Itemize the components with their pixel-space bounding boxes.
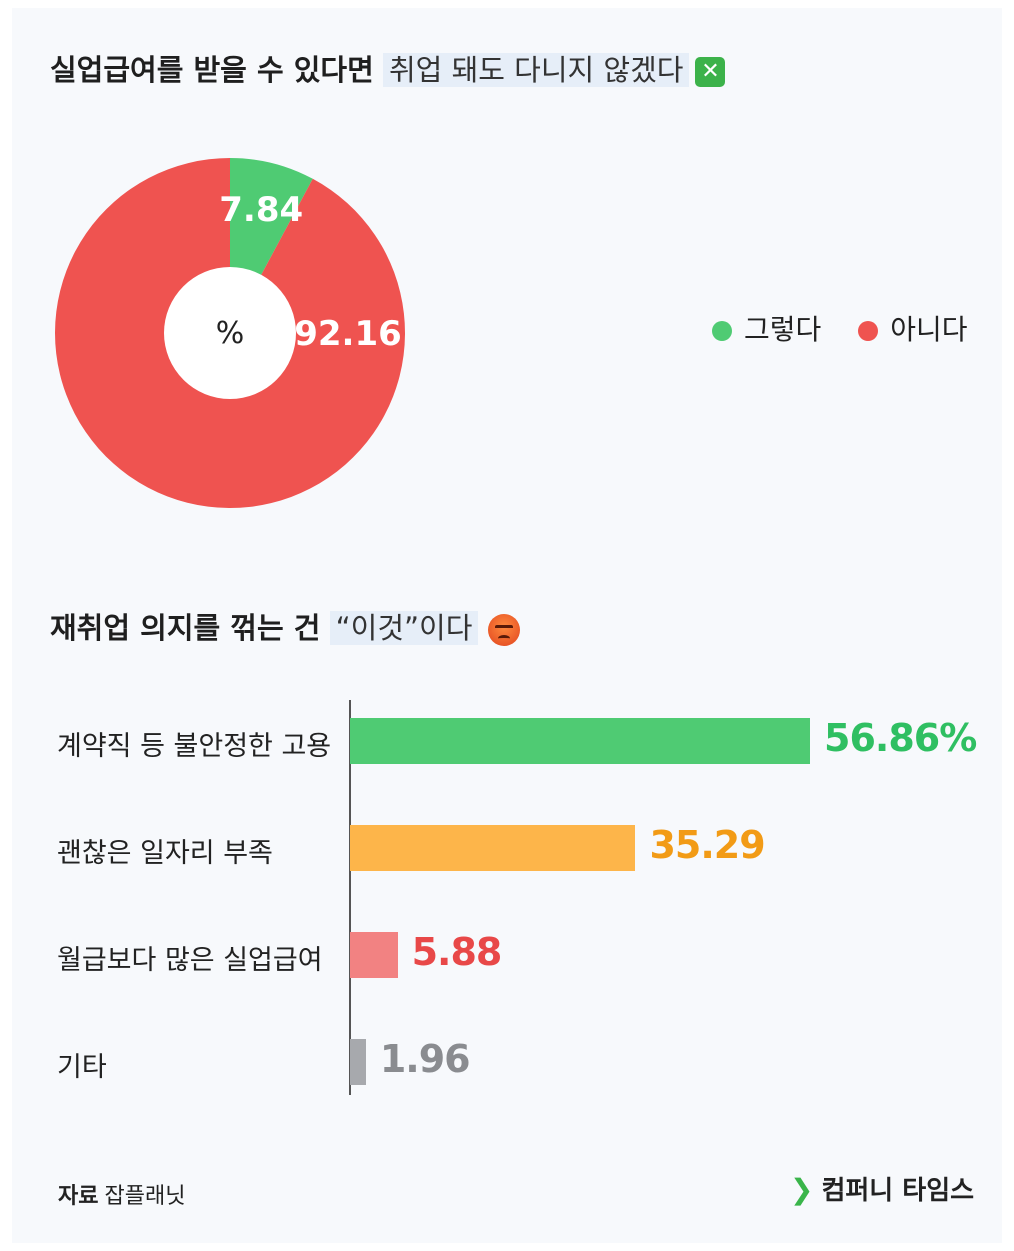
brand-logo: ❯ 컴퍼니 타임스 — [790, 1170, 974, 1207]
bar-value-label: 1.96 — [379, 1037, 471, 1081]
source-value: 잡플래닛 — [104, 1184, 186, 1209]
category-label: 괜찮은 일자리 부족 — [57, 838, 273, 869]
bar — [350, 932, 398, 978]
bar-title-bold: 재취업 의지를 꺾는 건 — [50, 611, 321, 645]
donut-value-label-1: 92.16 — [294, 314, 402, 354]
cross-mark-icon: ✕ — [695, 57, 726, 87]
category-label: 월급보다 많은 실업급여 — [57, 945, 323, 976]
bar — [350, 825, 636, 871]
donut-legend: 그렇다 아니다 — [712, 308, 995, 348]
bar-value-label: 56.86% — [824, 716, 977, 760]
donut-title-bold: 실업급여를 받을 수 있다면 — [50, 53, 374, 87]
source-note: 자료 잡플래닛 — [58, 1178, 185, 1210]
legend-item-yes: 그렇다 — [712, 308, 821, 348]
bar-value-label: 5.88 — [411, 930, 503, 974]
legend-dot-icon — [712, 321, 732, 341]
category-label: 기타 — [57, 1052, 107, 1083]
angry-face-icon — [488, 614, 521, 646]
bar-title: 재취업 의지를 꺾는 건 “이것”이다 — [50, 610, 521, 648]
bar-value-label: 35.29 — [649, 823, 765, 867]
legend-item-no: 아니다 — [858, 308, 967, 348]
bar — [350, 1039, 366, 1085]
donut-center-label: % — [216, 316, 245, 351]
chevron-right-icon: ❯ — [790, 1173, 814, 1206]
category-label: 계약직 등 불안정한 고용 — [57, 731, 332, 762]
legend-label-no: 아니다 — [890, 313, 968, 346]
brand-name: 컴퍼니 타임스 — [821, 1176, 975, 1206]
donut-title-highlight: 취업 돼도 다니지 않겠다 — [383, 53, 690, 87]
legend-label-yes: 그렇다 — [744, 313, 822, 346]
donut-chart: % 7.84 92.16 — [54, 158, 405, 508]
donut-hole — [164, 267, 296, 399]
bar-title-highlight: “이것”이다 — [329, 611, 479, 645]
legend-dot-icon — [858, 321, 879, 341]
bar-axis-line — [349, 700, 351, 1095]
donut-value-label-0: 7.84 — [219, 190, 303, 230]
donut-title: 실업급여를 받을 수 있다면 취업 돼도 다니지 않겠다 ✕ — [50, 52, 726, 90]
source-label: 자료 — [58, 1184, 99, 1209]
bar — [350, 718, 810, 764]
